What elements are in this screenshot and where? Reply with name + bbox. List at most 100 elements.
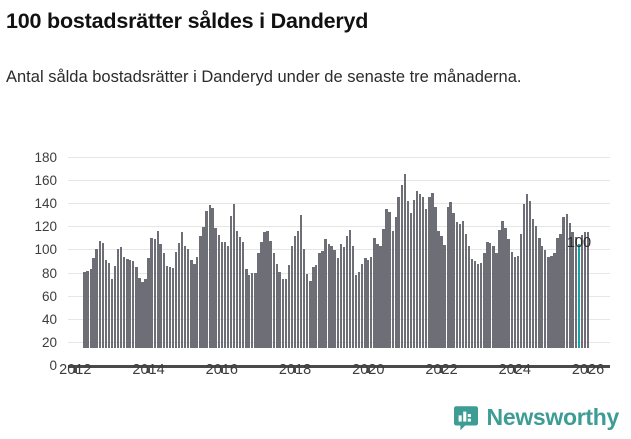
y-axis-tick-label: 140: [34, 196, 57, 212]
bar: [474, 261, 477, 348]
bar: [516, 255, 519, 348]
bar: [272, 253, 275, 348]
bar: [586, 232, 590, 348]
highlight-value-label: 100: [566, 235, 592, 251]
y-axis-tick-label: 180: [34, 150, 57, 165]
bar: [324, 239, 327, 348]
bar: [202, 226, 205, 348]
gridline: [68, 249, 610, 251]
page-subtitle: Antal sålda bostadsrätter i Danderyd und…: [6, 68, 522, 86]
bar: [424, 209, 428, 348]
bar: [135, 267, 138, 348]
bar: [177, 242, 181, 348]
bar: [397, 196, 400, 348]
bar: [431, 193, 434, 348]
y-axis-tick-label: 0: [49, 358, 57, 373]
bar: [278, 271, 281, 348]
bar: [254, 272, 257, 348]
bar: [394, 217, 397, 348]
bar: [437, 231, 440, 348]
y-axis-tick-label: 60: [41, 288, 57, 304]
bar: [305, 274, 309, 348]
x-axis-line: [68, 365, 610, 368]
bar: [287, 264, 291, 348]
bar: [232, 203, 236, 348]
bar: [461, 220, 464, 348]
bar: [391, 231, 395, 348]
bar: [476, 263, 480, 348]
bar: [339, 244, 343, 348]
bar: [290, 246, 294, 348]
newsworthy-logo[interactable]: Newsworthy: [453, 404, 619, 431]
bar: [406, 201, 410, 348]
bar: [550, 255, 553, 348]
bar: [95, 248, 98, 348]
bar: [217, 234, 221, 348]
bar: [220, 241, 223, 348]
bar: [452, 212, 455, 348]
bar: [284, 278, 288, 348]
bar: [89, 269, 92, 348]
y-axis-tick-label: 100: [34, 242, 57, 258]
x-axis-tick-label: 2018: [278, 362, 312, 378]
bar: [385, 209, 388, 348]
bar-chart-speech-bubble-icon: [453, 405, 479, 431]
x-axis-tick: [74, 365, 77, 373]
bar: [568, 223, 571, 348]
bar: [434, 207, 437, 348]
bar: [538, 238, 541, 348]
bar: [376, 244, 379, 348]
bar: [126, 259, 129, 348]
bar: [150, 238, 153, 348]
bar: [360, 263, 364, 348]
bar: [138, 277, 141, 348]
bar: [156, 231, 159, 348]
bar: [543, 249, 547, 348]
bar: [455, 222, 459, 348]
bar: [330, 246, 333, 348]
bar: [321, 250, 324, 348]
x-axis-tick: [513, 365, 517, 373]
bar: [205, 210, 208, 348]
bar: [525, 194, 529, 348]
bar-chart: 100 0 20 40 60 80 100 120 140 160 180 2012 2014 201…: [0, 140, 631, 385]
bar: [345, 235, 349, 348]
bar: [281, 278, 285, 348]
bar: [199, 235, 202, 348]
bar-highlighted: [577, 244, 581, 348]
bar: [367, 260, 370, 348]
y-axis-tick-label: 160: [34, 173, 57, 189]
bar: [208, 204, 211, 348]
x-axis-tick: [147, 365, 150, 373]
bar: [241, 241, 245, 348]
bar: [501, 220, 504, 348]
bar: [388, 211, 391, 348]
bar: [510, 252, 514, 348]
bar: [269, 240, 272, 348]
bar: [412, 200, 416, 348]
y-axis-tick-label: 20: [41, 334, 57, 350]
bar: [470, 259, 474, 348]
x-axis-tick: [293, 365, 297, 373]
bar: [373, 238, 376, 348]
bar: [492, 246, 495, 348]
bar: [263, 232, 266, 348]
bar: [379, 246, 382, 348]
y-axis-tick-label: 120: [34, 219, 57, 235]
bar: [357, 271, 361, 348]
bar: [489, 242, 492, 348]
bar: [226, 246, 230, 348]
bar: [248, 275, 251, 348]
bar: [351, 246, 355, 348]
bar: [531, 218, 535, 348]
bar: [528, 201, 532, 348]
bar: [214, 227, 217, 348]
bar: [580, 234, 583, 348]
bar: [559, 233, 562, 348]
bar: [440, 235, 443, 348]
bar: [504, 227, 507, 348]
bar: [309, 280, 312, 348]
bar: [257, 253, 260, 348]
bar: [419, 194, 422, 348]
